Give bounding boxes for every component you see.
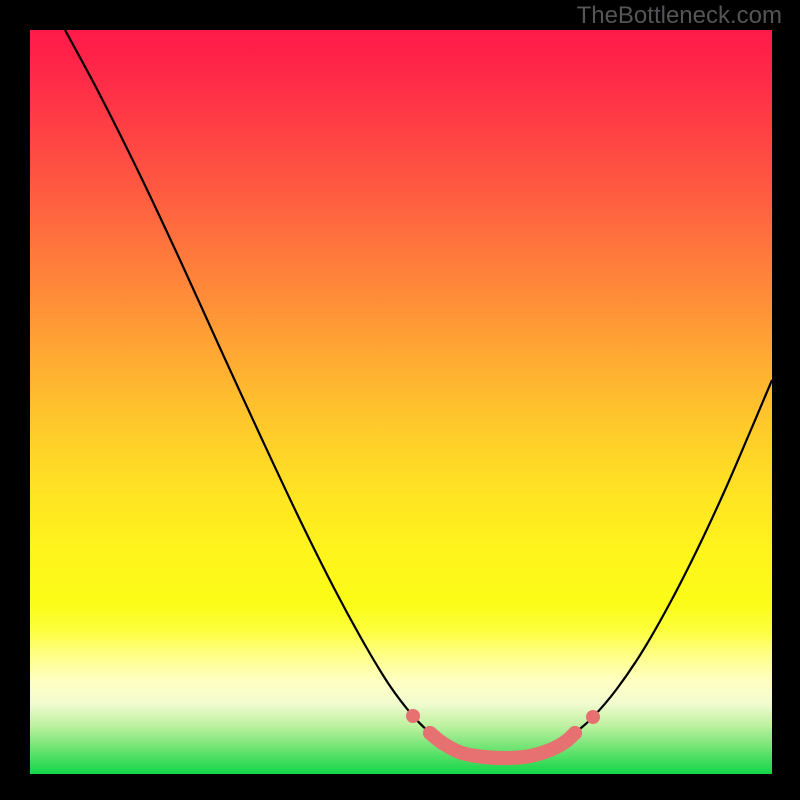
right-curve: [575, 380, 772, 733]
left-curve: [65, 30, 430, 733]
valley-segment: [430, 733, 575, 758]
curve-overlay: [30, 30, 772, 774]
watermark-text: TheBottleneck.com: [577, 2, 782, 30]
chart-frame: { "source_watermark": { "text": "TheBott…: [0, 0, 800, 800]
valley-dots: [406, 709, 600, 740]
plot-area: [30, 30, 772, 774]
